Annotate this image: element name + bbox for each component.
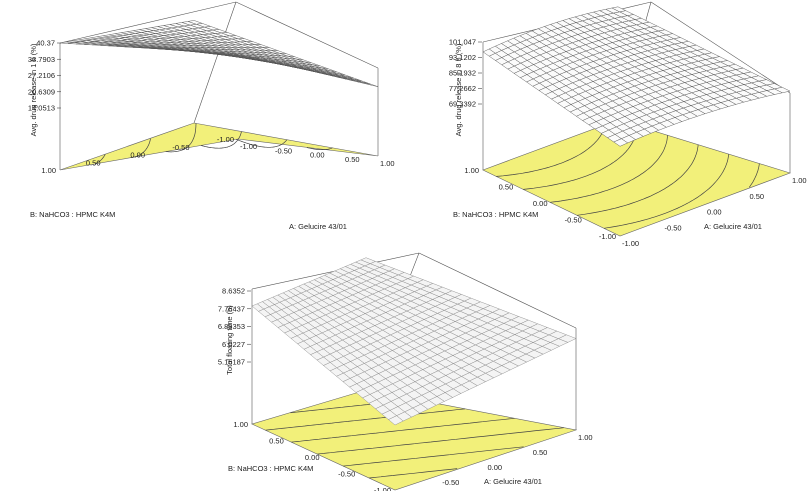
x-axis-label: A: Gelucire 43/01 xyxy=(289,222,347,231)
contour-line xyxy=(200,131,242,149)
x-tick-label: 1.00 xyxy=(578,433,593,442)
z-tick-label: 0.00 xyxy=(130,151,145,160)
z-axis-ticks: -1.00 -0.50 0.00 0.50 1.00 xyxy=(233,420,391,491)
y-tick-label: 27.2106 xyxy=(28,71,55,80)
y-tick-label: 77.2662 xyxy=(449,84,476,93)
z-axis-label: B: NaHCO3 : HPMC K4M xyxy=(30,210,115,219)
y-tick-label: 6.0227 xyxy=(222,340,245,349)
contour-line xyxy=(130,138,151,159)
y-axis-ticks: 5.15187 6.0227 6.89353 7.76437 8.6352 xyxy=(218,287,251,367)
response-surface xyxy=(59,20,379,87)
contour-base-plane xyxy=(59,122,379,171)
x-tick-label: -1.00 xyxy=(622,239,639,248)
contour-line xyxy=(343,446,524,467)
contour-line xyxy=(496,125,606,177)
z-tick-label: 0.00 xyxy=(305,453,320,462)
x-tick-label: -0.50 xyxy=(665,223,682,232)
z-tick-label: 1.00 xyxy=(464,166,479,175)
z-axis-label: B: NaHCO3 : HPMC K4M xyxy=(228,464,313,473)
z-tick-label: -1.00 xyxy=(599,232,616,241)
surface-cell xyxy=(613,138,629,147)
y-tick-label: 8.6352 xyxy=(222,287,245,296)
contour-line xyxy=(523,125,638,190)
contour-base-plane xyxy=(251,389,578,491)
z-axis-label: B: NaHCO3 : HPMC K4M xyxy=(453,210,538,219)
surface-plot-2: 69.3392 77.2662 85.1932 93.1202 101.047Avg. … xyxy=(449,1,807,248)
contour-line xyxy=(235,138,288,148)
z-tick-label: 0.50 xyxy=(499,183,514,192)
contour-line xyxy=(165,123,197,153)
contour-line xyxy=(306,147,333,151)
z-tick-label: -1.00 xyxy=(374,486,391,491)
z-tick-label: -1.00 xyxy=(217,135,234,144)
x-tick-label: 1.00 xyxy=(792,176,807,185)
x-tick-label: -0.50 xyxy=(442,478,459,487)
z-tick-label: -0.50 xyxy=(565,216,582,225)
x-tick-label: 0.50 xyxy=(345,155,360,164)
response-surface xyxy=(482,6,791,147)
contour-line xyxy=(95,154,106,165)
contour-line xyxy=(749,163,760,188)
contour-line xyxy=(603,154,730,229)
frame-line xyxy=(418,252,577,329)
contour-base-plane xyxy=(482,119,791,237)
y-axis-ticks: 69.3392 77.2662 85.1932 93.1202 101.047 xyxy=(449,38,482,109)
x-axis-ticks: -1.00 -0.50 0.00 0.50 1.00 xyxy=(622,176,807,248)
z-tick-label: 0.50 xyxy=(269,437,284,446)
frame-line xyxy=(235,1,379,69)
y-tick-label: 20.6309 xyxy=(28,87,55,96)
frame-line xyxy=(650,1,791,94)
y-axis-label: Total floating time (h) xyxy=(225,305,234,375)
y-tick-label: 14.0513 xyxy=(28,104,55,113)
contour-line xyxy=(550,135,668,203)
y-tick-label: 40.37 xyxy=(36,39,55,48)
x-axis-label: A: Gelucire 43/01 xyxy=(484,477,542,486)
z-tick-label: -0.50 xyxy=(172,143,189,152)
x-tick-label: -1.00 xyxy=(240,142,257,151)
y-tick-label: 6.89353 xyxy=(218,322,245,331)
y-tick-label: 101.047 xyxy=(449,38,476,47)
frame-line xyxy=(193,1,237,124)
x-tick-label: 0.50 xyxy=(533,448,548,457)
frame-line xyxy=(59,1,237,44)
z-axis-ticks: -1.00 -0.50 0.00 0.50 1.00 xyxy=(464,166,616,241)
z-tick-label: 1.00 xyxy=(41,166,56,175)
y-axis-label: Avg. drug release in 8 h (%) xyxy=(454,43,463,136)
x-axis-label: A: Gelucire 43/01 xyxy=(704,222,762,231)
z-tick-label: -0.50 xyxy=(338,470,355,479)
x-tick-label: 0.00 xyxy=(707,208,722,217)
x-tick-label: -0.50 xyxy=(275,146,292,155)
contour-line xyxy=(291,417,515,443)
response-surface xyxy=(251,257,577,426)
z-tick-label: 1.00 xyxy=(233,420,248,429)
x-tick-label: 0.00 xyxy=(488,463,503,472)
y-tick-label: 85.1932 xyxy=(449,69,476,78)
y-tick-label: 93.1202 xyxy=(449,53,476,62)
surface-plot-3: 5.15187 6.0227 6.89353 7.76437 8.6352 Total f… xyxy=(218,252,593,491)
contour-line xyxy=(317,427,565,455)
y-tick-label: 33.7903 xyxy=(28,55,55,64)
z-axis-ticks: -1.00 -0.50 0.00 0.50 1.00 xyxy=(41,135,234,175)
z-tick-label: 0.00 xyxy=(533,199,548,208)
y-tick-label: 7.76437 xyxy=(218,304,245,313)
y-tick-label: 5.15187 xyxy=(218,358,245,367)
contour-line xyxy=(265,408,466,431)
y-axis-ticks: 14.0513 20.6309 27.2106 33.7903 40.37 xyxy=(28,39,61,113)
contour-line xyxy=(576,144,699,216)
contour-line xyxy=(369,468,458,479)
surface-cell xyxy=(388,415,404,426)
y-axis-label: Avg. drug release in 1 h (%) xyxy=(29,43,38,136)
surface-cell xyxy=(363,82,379,87)
x-axis-ticks: -1.00 -0.50 0.00 0.50 1.00 xyxy=(240,142,395,168)
x-tick-label: 0.50 xyxy=(750,192,765,201)
x-axis-ticks: -1.00-0.500.000.501.00 xyxy=(442,433,593,487)
x-tick-label: 0.00 xyxy=(310,151,325,160)
x-tick-label: 1.00 xyxy=(380,159,395,168)
y-tick-label: 69.3392 xyxy=(449,100,476,109)
z-tick-label: 0.50 xyxy=(86,158,101,167)
